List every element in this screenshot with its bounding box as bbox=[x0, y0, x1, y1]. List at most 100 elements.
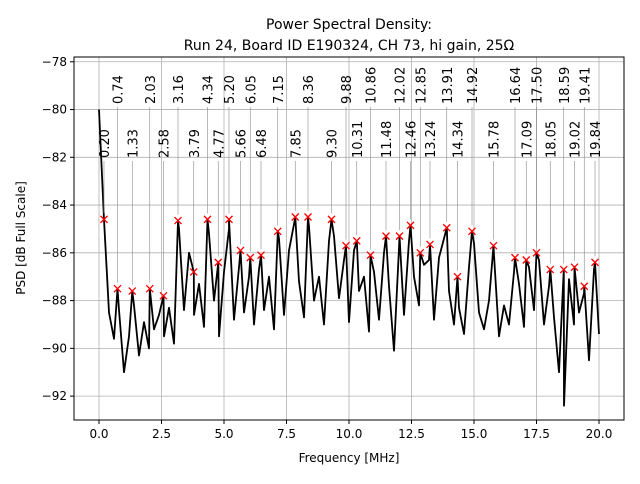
x-tick-label: 5.0 bbox=[214, 427, 233, 441]
peak-label: 0.20 bbox=[98, 129, 113, 158]
x-marker-icon bbox=[145, 284, 154, 293]
x-marker-icon bbox=[214, 258, 223, 267]
x-marker-icon bbox=[246, 253, 255, 262]
peak-label: 12.02 bbox=[394, 67, 409, 104]
peak-label: 19.41 bbox=[578, 67, 593, 104]
peak-marker bbox=[416, 248, 425, 257]
peak-label: 17.09 bbox=[520, 121, 535, 158]
x-tick-label: 2.5 bbox=[152, 427, 171, 441]
x-tick-label: 15.0 bbox=[461, 427, 488, 441]
x-marker-icon bbox=[203, 215, 212, 224]
x-marker-icon bbox=[327, 215, 336, 224]
x-marker-icon bbox=[489, 241, 498, 250]
peak-label: 10.86 bbox=[365, 67, 380, 104]
peak-label: 5.20 bbox=[223, 75, 238, 104]
peak-marker bbox=[382, 232, 390, 241]
x-tick-label: 17.5 bbox=[523, 427, 550, 441]
x-marker-icon bbox=[304, 213, 312, 221]
peak-marker bbox=[395, 232, 404, 241]
chart-title-line1: Power Spectral Density: bbox=[266, 17, 432, 33]
y-tick-label: −92 bbox=[42, 389, 67, 403]
x-marker-icon bbox=[342, 241, 350, 250]
peak-label: 0.74 bbox=[112, 75, 127, 104]
axes-frame bbox=[73, 56, 625, 421]
x-marker-icon bbox=[225, 215, 233, 224]
peak-marker bbox=[366, 251, 375, 260]
y-tick-label: −90 bbox=[42, 341, 67, 355]
peak-label: 2.03 bbox=[144, 75, 159, 104]
x-marker-icon bbox=[559, 265, 568, 274]
peak-marker bbox=[257, 251, 265, 260]
grid bbox=[74, 57, 624, 420]
x-axis-label: Frequency [MHz] bbox=[299, 451, 400, 465]
peak-marker bbox=[128, 287, 137, 295]
peak-marker bbox=[559, 265, 568, 274]
peak-label: 12.46 bbox=[405, 121, 420, 158]
x-marker-icon bbox=[442, 223, 451, 232]
x-marker-icon bbox=[416, 248, 425, 257]
axis-ticks: 0.0 2.5 5.0 7.5 10.0 12.5 15.0 17.5 20.0 −92 −90 −8… bbox=[42, 55, 613, 441]
peak-label: 5.66 bbox=[235, 129, 250, 158]
x-marker-icon bbox=[352, 236, 361, 245]
x-tick-label: 0.0 bbox=[89, 427, 108, 441]
x-marker-icon bbox=[426, 240, 434, 249]
peak-label: 7.15 bbox=[272, 75, 287, 104]
peak-marker bbox=[406, 221, 415, 230]
peak-marker bbox=[246, 253, 255, 262]
x-marker-icon bbox=[273, 227, 282, 236]
peak-label: 18.05 bbox=[544, 121, 559, 158]
psd-trace bbox=[98, 109, 600, 407]
peak-label: 4.34 bbox=[202, 75, 217, 104]
plot-area: 0.20 0.74 1.33 2.03 2.58 3.16 3.79 4.34 4.77 5.20… bbox=[98, 67, 604, 407]
peak-label: 3.16 bbox=[172, 75, 187, 104]
y-tick-label: −88 bbox=[42, 294, 67, 308]
peak-marker bbox=[291, 213, 300, 221]
x-marker-icon bbox=[128, 287, 137, 295]
peak-marker bbox=[580, 282, 589, 291]
x-marker-icon bbox=[532, 248, 541, 257]
peak-marker bbox=[189, 267, 198, 276]
peak-label: 9.30 bbox=[326, 129, 341, 158]
peak-label: 13.24 bbox=[424, 121, 439, 158]
x-marker-icon bbox=[453, 272, 462, 281]
peak-label: 6.05 bbox=[244, 75, 259, 104]
peak-marker bbox=[489, 241, 498, 250]
peak-marker bbox=[426, 240, 434, 249]
peak-marker bbox=[342, 241, 350, 250]
peak-label: 11.48 bbox=[380, 121, 395, 158]
peak-marker bbox=[532, 248, 541, 257]
x-marker-icon bbox=[291, 213, 300, 221]
x-tick-label: 12.5 bbox=[398, 427, 425, 441]
x-marker-icon bbox=[113, 284, 122, 293]
peak-marker bbox=[145, 284, 154, 293]
peak-label: 19.84 bbox=[589, 121, 604, 158]
peak-label: 2.58 bbox=[158, 129, 173, 158]
x-marker-icon bbox=[395, 232, 404, 241]
x-marker-icon bbox=[174, 216, 182, 225]
x-marker-icon bbox=[236, 246, 245, 255]
peak-marker bbox=[225, 215, 233, 224]
peak-marker bbox=[236, 246, 245, 255]
peak-marker bbox=[453, 272, 462, 281]
x-tick-label: 7.5 bbox=[277, 427, 296, 441]
x-marker-icon bbox=[468, 227, 476, 236]
peak-label: 10.31 bbox=[351, 121, 366, 158]
peak-marker bbox=[570, 263, 579, 272]
x-marker-icon bbox=[511, 253, 519, 262]
peak-label: 6.48 bbox=[255, 129, 270, 158]
peak-marker bbox=[113, 284, 122, 293]
peak-marker bbox=[203, 215, 212, 224]
peak-marker bbox=[174, 216, 182, 225]
peak-marker bbox=[468, 227, 476, 236]
peak-label: 16.64 bbox=[509, 67, 524, 104]
x-marker-icon bbox=[580, 282, 589, 291]
x-marker-icon bbox=[189, 267, 198, 276]
x-marker-icon bbox=[159, 291, 168, 300]
x-marker-icon bbox=[546, 265, 555, 274]
x-marker-icon bbox=[366, 251, 375, 260]
peak-marker bbox=[159, 291, 168, 300]
x-marker-icon bbox=[382, 232, 390, 241]
peak-label: 18.59 bbox=[558, 67, 573, 104]
peak-label: 7.85 bbox=[289, 129, 304, 158]
